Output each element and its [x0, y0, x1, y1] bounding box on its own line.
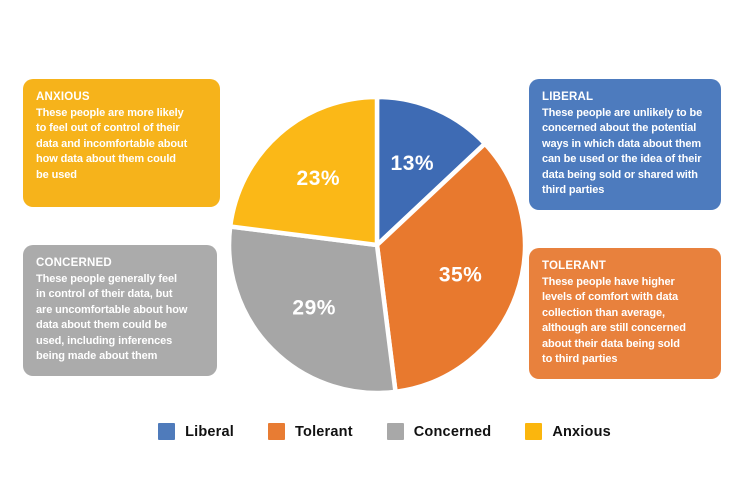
legend-swatch-liberal	[158, 423, 176, 440]
callout-title-liberal: LIBERAL	[542, 91, 594, 103]
legend-label-anxious: Anxious	[552, 423, 611, 440]
legend-label-liberal: Liberal	[185, 423, 235, 440]
callout-body-anxious: These people are more likely to feel out…	[36, 106, 188, 181]
pie-slice-anxious	[227, 94, 380, 248]
legend-item-tolerant: Tolerant	[268, 423, 353, 440]
callout-box-concerned: CONCERNED These people generally feel in…	[23, 245, 217, 376]
callout-title-concerned: CONCERNED	[36, 257, 112, 269]
legend-label-tolerant: Tolerant	[295, 423, 353, 440]
legend-swatch-tolerant	[268, 423, 286, 440]
chart-legend: Liberal Tolerant Concerned Anxious	[14, 423, 741, 440]
legend-label-concerned: Concerned	[413, 423, 492, 440]
pie-value-label-tolerant: 35%	[439, 264, 483, 287]
callout-box-anxious: ANXIOUS These people are more likely to …	[23, 79, 220, 207]
pie-value-label-liberal: 13%	[391, 152, 435, 175]
callout-title-anxious: ANXIOUS	[36, 91, 90, 103]
callout-body-concerned: These people generally feel in control o…	[36, 272, 188, 363]
legend-swatch-anxious	[525, 423, 543, 440]
callout-body-tolerant: These people have higher levels of comfo…	[542, 275, 686, 366]
callout-box-tolerant: TOLERANT These people have higher levels…	[529, 248, 721, 379]
pie-slice-liberal	[374, 94, 488, 248]
callout-body-liberal: These people are unlikely to be concerne…	[542, 106, 703, 197]
legend-item-concerned: Concerned	[386, 423, 492, 440]
pie-slice-concerned	[226, 224, 398, 396]
legend-item-liberal: Liberal	[158, 423, 234, 440]
legend-item-anxious: Anxious	[525, 423, 611, 440]
pie-value-label-anxious: 23%	[297, 167, 341, 190]
legend-swatch-concerned	[386, 423, 404, 440]
pie-value-label-concerned: 29%	[292, 296, 336, 319]
pie-slice-tolerant	[374, 141, 528, 395]
callout-box-liberal: LIBERAL These people are unlikely to be …	[529, 79, 721, 210]
callout-title-tolerant: TOLERANT	[542, 260, 606, 272]
